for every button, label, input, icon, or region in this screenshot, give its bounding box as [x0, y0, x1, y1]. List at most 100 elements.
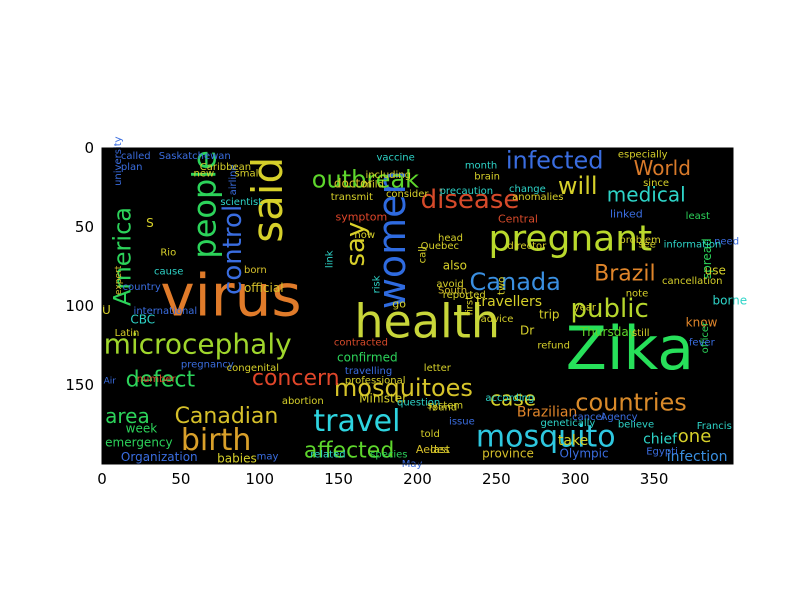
- word-abortion: abortion: [282, 396, 324, 407]
- word-including: including: [365, 170, 411, 181]
- word-zika: Zika: [566, 314, 694, 384]
- word-go: go: [392, 298, 406, 311]
- word-last: last: [430, 443, 451, 456]
- y-tick-label: 0: [84, 139, 94, 157]
- word-one: one: [678, 426, 712, 447]
- x-tick-label: 350: [640, 470, 669, 488]
- word-affected: affected: [304, 439, 394, 464]
- word-chief: chief: [643, 431, 678, 447]
- word-minister: Minister: [359, 391, 407, 405]
- word-head: head: [438, 233, 463, 244]
- word-call: call: [417, 246, 428, 263]
- x-tick-label: 50: [171, 470, 190, 488]
- word-people: people: [186, 150, 224, 258]
- word-pregnancy: pregnancy: [181, 360, 234, 371]
- word-doctor: doctor: [334, 177, 373, 191]
- word-may: May: [402, 459, 423, 470]
- word-u: U: [102, 303, 111, 317]
- plot-background: [102, 148, 733, 464]
- word-first: first: [465, 296, 476, 316]
- word-medical: medical: [607, 183, 686, 207]
- word-university: university: [113, 136, 124, 186]
- word-found: found: [429, 402, 458, 413]
- word-airline: airline: [228, 164, 239, 195]
- word-trip: trip: [539, 308, 560, 322]
- x-tick-label: 0: [97, 470, 107, 488]
- word-two: two: [496, 277, 507, 295]
- word-change: change: [509, 184, 546, 195]
- word-brazilian: Brazilian: [517, 405, 577, 421]
- word-central: Central: [498, 212, 538, 225]
- word-director: director: [507, 241, 547, 252]
- word-spread: spread: [700, 238, 714, 279]
- word-cbc: CBC: [130, 312, 155, 326]
- word-infection: infection: [667, 449, 728, 465]
- word-international: international: [134, 306, 198, 317]
- word-vaccine: vaccine: [376, 153, 414, 164]
- word-birth: birth: [181, 423, 252, 458]
- word-consider: consider: [386, 189, 429, 200]
- word-plan: plan: [121, 162, 143, 173]
- word-transmit: transmit: [331, 192, 373, 203]
- word-system: system: [427, 401, 463, 412]
- word-new: new: [193, 168, 214, 179]
- word-organization: Organization: [121, 450, 198, 464]
- word-link: link: [324, 250, 335, 268]
- word-dr: Dr: [520, 323, 534, 337]
- word-congenital: congenital: [227, 363, 279, 374]
- word-fever: fever: [689, 338, 716, 349]
- word-virus: virus: [160, 261, 301, 329]
- word-rio: Rio: [160, 247, 176, 258]
- word-pregnant: pregnant: [488, 219, 652, 260]
- word-contracted: contracted: [334, 338, 388, 349]
- word-saskatchewan: Saskatchewan: [159, 151, 231, 162]
- word-least: least: [686, 211, 710, 222]
- word-america: America: [108, 207, 136, 306]
- word-s: S: [146, 216, 154, 230]
- word-linked: linked: [610, 208, 643, 221]
- word-told: told: [421, 429, 440, 440]
- word-refund: refund: [537, 341, 570, 352]
- word-brain: brain: [474, 172, 500, 183]
- word-canada: Canada: [470, 268, 561, 296]
- word-reported: reported: [443, 290, 486, 301]
- word-case: case: [490, 387, 536, 411]
- word-expert: expert: [114, 265, 124, 295]
- word-defect: defect: [126, 368, 196, 393]
- word-emergency: emergency: [105, 436, 172, 450]
- word-precaution: precaution: [440, 186, 494, 197]
- word-agency: Agency: [600, 412, 637, 423]
- word-health: health: [354, 295, 500, 349]
- axis-ticks: 0 50 100 150 200 250 300 350 0 50 100 150: [65, 139, 733, 488]
- word-latin: Latin: [115, 328, 140, 339]
- word-country: country: [123, 282, 161, 293]
- word-year: year: [574, 303, 597, 314]
- word-travelling: travelling: [345, 366, 392, 377]
- word-avoid: avoid: [436, 279, 463, 290]
- word-confirmed: confirmed: [337, 350, 398, 364]
- x-tick-label: 100: [245, 470, 274, 488]
- word-control: control: [218, 205, 248, 295]
- y-tick-label: 100: [65, 297, 94, 315]
- word-may: may: [257, 451, 279, 462]
- word-also: also: [443, 259, 467, 273]
- word-risk: risk: [372, 275, 383, 293]
- word-will: will: [558, 172, 598, 200]
- word-now: now: [354, 230, 375, 241]
- word-women: women: [370, 170, 414, 309]
- word-month: month: [465, 161, 497, 172]
- word-especially: especially: [618, 149, 668, 160]
- word-advice: advice: [481, 314, 514, 325]
- word-olympic: Olympic: [559, 447, 608, 461]
- word-use: use: [705, 263, 726, 277]
- y-tick-label: 150: [65, 376, 94, 394]
- y-tick-label: 50: [75, 218, 94, 236]
- word-symptom: symptom: [335, 211, 387, 224]
- word-know: know: [686, 316, 718, 330]
- x-tick-label: 150: [324, 470, 353, 488]
- word-information: information: [664, 240, 722, 251]
- word-cancellation: cancellation: [662, 276, 722, 287]
- x-tick-label: 300: [561, 470, 590, 488]
- word-see: see: [638, 240, 656, 251]
